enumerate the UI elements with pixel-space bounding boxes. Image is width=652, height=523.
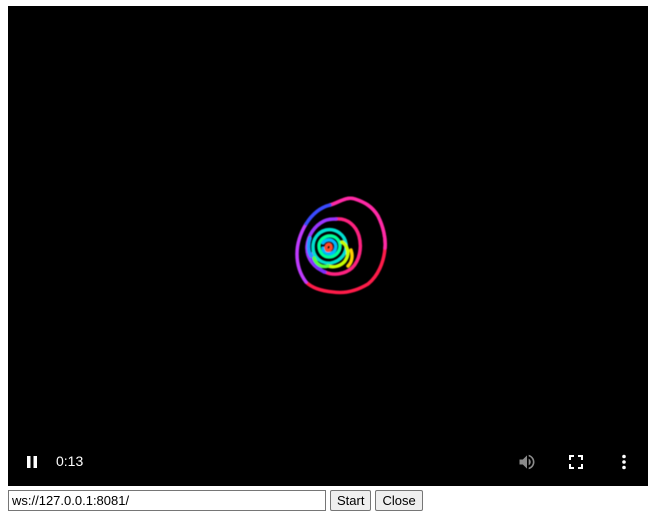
spiral-visualization <box>295 196 387 295</box>
video-frame <box>295 196 387 295</box>
volume-icon <box>519 454 535 470</box>
current-time: 0:13 <box>56 453 84 469</box>
fullscreen-icon <box>569 455 583 469</box>
video-controls: 0:13 <box>8 438 648 486</box>
fullscreen-button[interactable] <box>564 446 588 478</box>
websocket-url-input[interactable] <box>8 490 326 511</box>
close-button[interactable]: Close <box>375 490 423 511</box>
pause-icon <box>27 456 37 468</box>
start-button[interactable]: Start <box>330 490 372 511</box>
connection-bar: Start Close <box>8 489 423 512</box>
video-player[interactable]: 0:13 <box>8 6 648 486</box>
more-options-button[interactable] <box>612 446 636 478</box>
mute-button[interactable] <box>515 446 539 478</box>
more-vert-icon <box>622 454 626 470</box>
pause-button[interactable] <box>20 446 44 478</box>
